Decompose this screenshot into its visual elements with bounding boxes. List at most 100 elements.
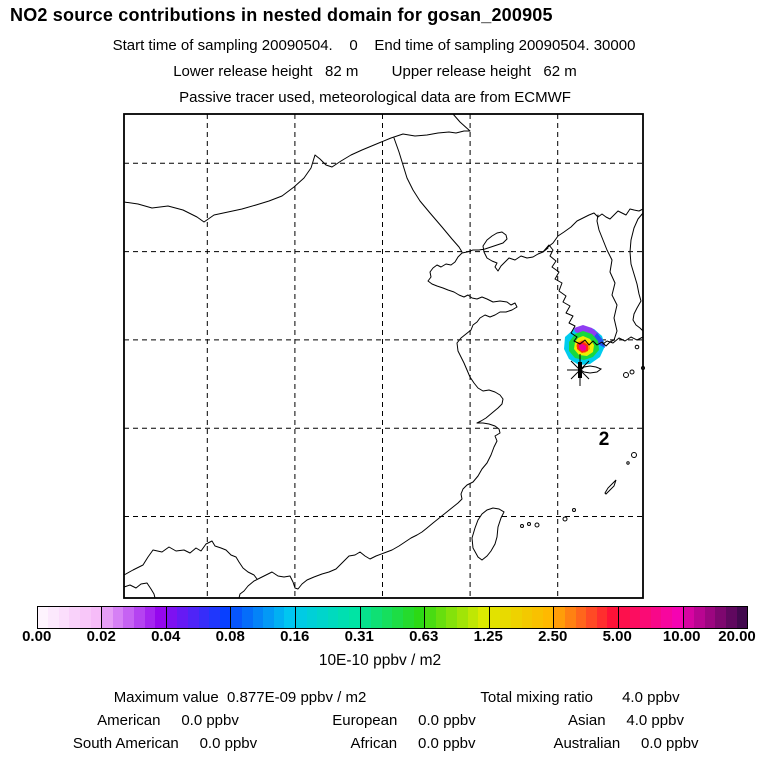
stat-maximum-value: Maximum value 0.877E-09 ppbv / m2 (113, 689, 367, 706)
map-frame (123, 113, 644, 599)
island-dot (631, 452, 637, 458)
colorbar-cell (446, 607, 458, 628)
colorbar-cell (252, 607, 264, 628)
colorbar-cell (575, 607, 587, 628)
colorbar-tick-label: 20.00 (718, 628, 756, 645)
colorbar-cell (209, 607, 220, 628)
colorbar-cell (511, 607, 522, 628)
colorbar-cell (177, 607, 189, 628)
colorbar-segment (488, 607, 554, 628)
colorbar-cell (155, 607, 166, 628)
manchuria-border (393, 137, 463, 253)
colorbar-cell (381, 607, 393, 628)
colorbar-segment (359, 607, 425, 628)
island-dot (629, 369, 635, 375)
colorbar-segment (553, 607, 618, 628)
colorbar-cell (596, 607, 608, 628)
colorbar-cell (371, 607, 382, 628)
colorbar-cell (317, 607, 328, 628)
colorbar-cell (661, 607, 672, 628)
island-dot (562, 516, 568, 522)
colorbar-cell (198, 607, 210, 628)
colorbar-tick-label: 0.04 (151, 628, 181, 645)
island-dot (520, 524, 524, 528)
colorbar-tick-label: 5.00 (602, 628, 632, 645)
colorbar-cell (360, 607, 372, 628)
colorbar-cell (715, 607, 726, 628)
island-dot (572, 508, 576, 512)
plume-layer-blue (594, 333, 605, 348)
colorbar-segment (230, 607, 296, 628)
colorbar-cell (123, 607, 135, 628)
colorbar-cell (500, 607, 512, 628)
colorbar-segment (101, 607, 166, 628)
colorbar-cell (554, 607, 566, 628)
colorbar-cell (284, 607, 296, 628)
vietnam-border (123, 540, 258, 580)
island-dot (626, 461, 630, 465)
colorbar-cell (694, 607, 705, 628)
south-islands-coast (602, 336, 644, 345)
colorbar-cell (166, 607, 178, 628)
korea-coast (542, 214, 618, 347)
yalu-border (542, 208, 644, 253)
colorbar-cell (586, 607, 597, 628)
colorbar-cell (607, 607, 618, 628)
china-coast (238, 231, 549, 599)
colorbar-cell (736, 607, 748, 628)
colorbar-cell (349, 607, 360, 628)
receptor-marker-bar (578, 362, 582, 378)
colorbar-segment (424, 607, 489, 628)
vietnam-coast (123, 582, 156, 599)
colorbar-unit-label: 10E-10 ppbv / m2 (318, 652, 442, 669)
island-dot (634, 344, 640, 350)
colorbar-cell (242, 607, 253, 628)
colorbar-cell (231, 607, 243, 628)
colorbar-cell (37, 607, 49, 628)
colorbar-cell (306, 607, 318, 628)
colorbar-cell (619, 607, 630, 628)
colorbar-tick-label: 1.25 (473, 628, 503, 645)
colorbar-cell (273, 607, 285, 628)
stat-total-mixing-ratio: Total mixing ratio 4.0 ppbv (480, 689, 680, 706)
colorbar-cell (327, 607, 339, 628)
colorbar-cell (457, 607, 468, 628)
colorbar-cell (144, 607, 156, 628)
colorbar-cell (69, 607, 81, 628)
colorbar-tick-label: 10.00 (662, 628, 701, 645)
colorbar-tick-label: 0.08 (215, 628, 245, 645)
colorbar-tick-label: 0.16 (280, 628, 310, 645)
colorbar-cell (640, 607, 651, 628)
colorbar (36, 606, 749, 629)
island-dot (534, 522, 540, 528)
island-jeju (580, 365, 603, 374)
colorbar-cell (58, 607, 70, 628)
colorbar-segment (682, 607, 748, 628)
colorbar-tick-label: 0.00 (22, 628, 52, 645)
colorbar-cell (134, 607, 145, 628)
colorbar-cell (48, 607, 59, 628)
stat-region-american: American 0.0 ppbv (97, 712, 239, 729)
colorbar-cell (392, 607, 404, 628)
colorbar-tick-label: 0.31 (344, 628, 374, 645)
island-okinawa (604, 479, 617, 495)
plume-layer-violet (574, 325, 599, 338)
colorbar-segment (37, 607, 102, 628)
colorbar-tick-label: 2.50 (538, 628, 568, 645)
colorbar-cell (489, 607, 501, 628)
colorbar-cell (565, 607, 576, 628)
colorbar-cell (532, 607, 543, 628)
colorbar-cell (435, 607, 447, 628)
colorbar-cell (102, 607, 113, 628)
colorbar-cell (629, 607, 641, 628)
stat-region-european: European 0.0 ppbv (332, 712, 476, 729)
colorbar-cell (672, 607, 683, 628)
colorbar-segment (295, 607, 360, 628)
japan-coast (629, 212, 644, 332)
stat-region-australian: Australian 0.0 ppbv (553, 735, 699, 752)
colorbar-cell (90, 607, 102, 628)
island-taiwan (471, 507, 505, 561)
colorbar-cell (80, 607, 91, 628)
colorbar-cell (413, 607, 425, 628)
